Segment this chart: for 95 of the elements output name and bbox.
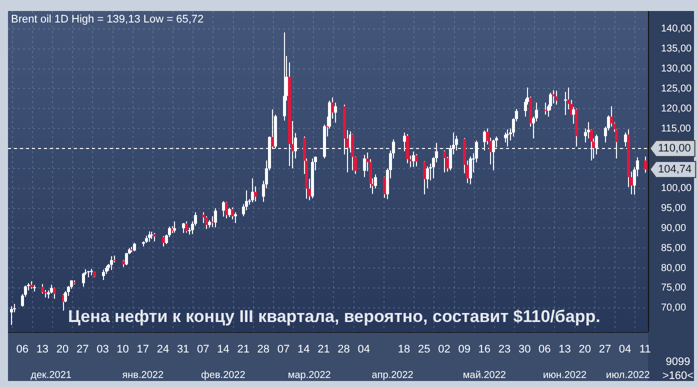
- candlestick: [469, 156, 472, 185]
- x-tick-label: 04: [358, 343, 370, 356]
- candlestick: [228, 207, 231, 218]
- x-tick-label: 07: [277, 343, 290, 356]
- ref-line-label: 110,00: [658, 142, 691, 155]
- y-tick-label: 130,00: [661, 64, 692, 75]
- candlestick: [254, 186, 257, 202]
- candlestick: [182, 222, 185, 234]
- candlestick: [572, 106, 575, 124]
- candlestick: [504, 132, 507, 144]
- x-tick-label: 03: [96, 343, 109, 356]
- x-tick-label: 21: [318, 343, 330, 356]
- x-tick-label: 20: [56, 343, 69, 356]
- x-tick-label: 28: [257, 343, 270, 356]
- x-tick-label: 04: [618, 343, 632, 356]
- candlestick: [624, 132, 627, 147]
- candlestick: [443, 150, 446, 173]
- x-tick-label: 27: [76, 343, 89, 356]
- x2-tick-label: янв.2022: [122, 370, 164, 381]
- x-tick-label: 30: [518, 343, 531, 356]
- candlestick: [544, 102, 547, 116]
- x-tick-label: 14: [297, 343, 310, 356]
- candlestick: [423, 160, 426, 195]
- x2-tick-label: июн.2022: [542, 370, 588, 381]
- x-tick-label: 17: [136, 343, 150, 356]
- candlestick: [110, 256, 113, 271]
- x2-tick-label: апр.2022: [372, 370, 414, 381]
- candlestick: [283, 32, 286, 122]
- y-tick-label: 135,00: [661, 44, 692, 55]
- candlestick: [231, 206, 234, 220]
- y-tick-label: 100,00: [661, 183, 692, 194]
- x-tick-label: 06: [16, 343, 28, 356]
- x-tick-label: 31: [176, 343, 190, 356]
- x2-tick-label: фев.2022: [201, 370, 246, 381]
- x2-tick-label: дек.2021: [30, 370, 72, 381]
- y-tick-label: 95,00: [661, 203, 686, 214]
- candlestick: [334, 102, 337, 124]
- candlestick: [10, 306, 13, 326]
- candlestick: [363, 154, 366, 178]
- candlestick: [41, 283, 44, 294]
- text: 104,74: [658, 163, 692, 176]
- candlestick: [426, 166, 429, 189]
- chart-title: Brent oil 1D High = 139,13 Low = 65,72: [11, 14, 204, 26]
- x-tick-label: 25: [418, 343, 430, 356]
- x-tick-label: 07: [197, 343, 210, 356]
- y-tick-label: 115,00: [661, 123, 692, 134]
- candlestick: [125, 252, 128, 266]
- candlestick: [351, 134, 354, 171]
- y-tick-label: 75,00: [661, 282, 686, 294]
- annotation: Цена нефти к концу III квартала, вероятно, составит $110/барр.: [68, 306, 600, 326]
- candlestick: [555, 90, 558, 106]
- candlestick: [185, 220, 188, 234]
- x-tick-label: 06: [538, 343, 551, 356]
- text: >160<: [661, 370, 695, 383]
- candlestick: [251, 178, 254, 203]
- x-tick-label: 27: [598, 343, 612, 356]
- x-tick-label: 11: [639, 343, 651, 356]
- y-tick-label: 85,00: [661, 242, 686, 254]
- candlestick: [234, 212, 237, 224]
- y-tick-label: 70,00: [661, 302, 686, 314]
- x-tick-label: 10: [116, 343, 129, 356]
- y-tick-label: 90,00: [661, 222, 686, 234]
- y-tick-label: 140,00: [661, 24, 692, 35]
- candlestick: [214, 208, 217, 228]
- candlestick: [412, 151, 415, 168]
- candlestick: [225, 201, 228, 219]
- x-tick-label: 09: [458, 343, 470, 356]
- x-tick-label: 18: [398, 343, 410, 356]
- candlestick: [644, 156, 647, 174]
- x-tick-label: 23: [498, 343, 511, 356]
- x-tick-label: 20: [578, 343, 591, 356]
- x-tick-label: 13: [558, 343, 571, 356]
- candlestick: [53, 287, 56, 300]
- x-tick-label: 14: [217, 343, 230, 356]
- x-tick-label: 28: [338, 343, 350, 356]
- y-tick-label: 120,00: [661, 103, 692, 114]
- text: 9099: [664, 356, 692, 369]
- y-tick-label: 80,00: [661, 262, 686, 274]
- candlestick: [222, 200, 225, 218]
- candlestick: [610, 106, 613, 128]
- x-tick-label: 21: [237, 343, 250, 356]
- candlestick: [82, 272, 85, 288]
- x-tick-label: 13: [36, 343, 49, 356]
- x-tick-label: 02: [438, 343, 450, 356]
- x-tick-label: 16: [478, 343, 491, 356]
- y-tick-label: 125,00: [661, 83, 692, 94]
- candlestick: [162, 236, 165, 248]
- x2-tick-label: май.2022: [462, 370, 506, 381]
- candlestick: [415, 154, 418, 167]
- x2-tick-label: июл.2022: [606, 370, 650, 381]
- candlestick: [552, 90, 555, 104]
- x-tick-label: 24: [156, 343, 170, 356]
- candlestick: [102, 269, 105, 280]
- candlestick: [205, 216, 208, 230]
- x2-tick-label: мар.2022: [288, 370, 332, 381]
